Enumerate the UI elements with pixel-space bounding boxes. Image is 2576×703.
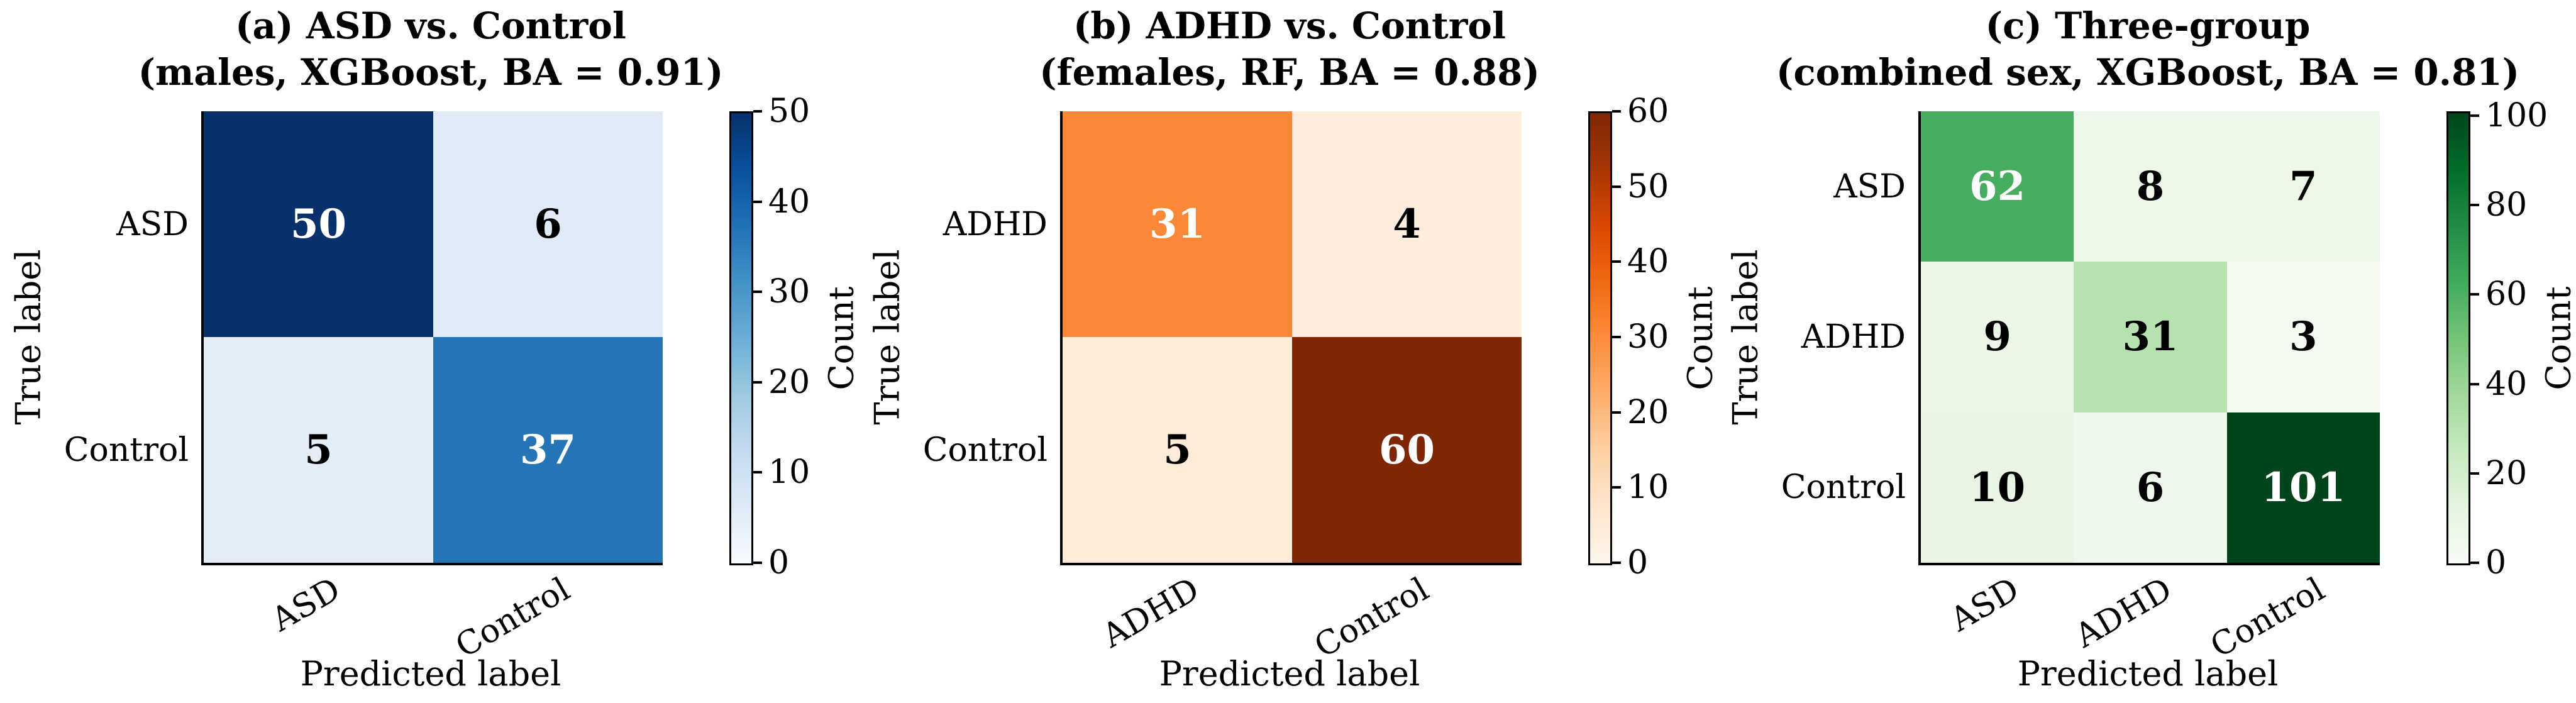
colorbar-tick-mark xyxy=(753,110,762,113)
matrix-cell: 9 xyxy=(1921,262,2074,412)
colorbar-tick-mark xyxy=(2470,472,2479,475)
matrix-cell: 5 xyxy=(204,337,433,563)
colorbar-tick-label: 0 xyxy=(768,544,790,582)
colorbar-tick-label: 0 xyxy=(1627,544,1649,582)
colorbar xyxy=(729,111,753,565)
colorbar-tick-label: 30 xyxy=(768,273,810,311)
colorbar-tick-mark xyxy=(1612,336,1621,338)
panel-title: (a) ASD vs. Control (males, XGBoost, BA … xyxy=(0,3,861,96)
colorbar-tick-mark xyxy=(2470,382,2479,385)
matrix-cell: 8 xyxy=(2074,111,2227,262)
colorbar-tick-mark xyxy=(753,200,762,203)
y-tick-label: Control xyxy=(922,431,1048,469)
panel-title-line2: (males, XGBoost, BA = 0.91) xyxy=(138,51,724,94)
colorbar-tick-label: 100 xyxy=(2485,97,2548,135)
colorbar-tick-mark xyxy=(1612,486,1621,489)
colorbar-tick-mark xyxy=(753,562,762,564)
panel-asd-vs-control: (a) ASD vs. Control (males, XGBoost, BA … xyxy=(0,0,861,703)
panel-title-line1: (c) Three-group xyxy=(1985,4,2311,47)
colorbar-tick-label: 10 xyxy=(1627,468,1669,507)
colorbar-tick-label: 40 xyxy=(1627,243,1669,281)
colorbar-tick-mark xyxy=(1612,411,1621,414)
matrix-cell: 31 xyxy=(2074,262,2227,412)
confusion-matrix: 62 8 7 9 31 3 10 6 101 xyxy=(1918,111,2380,565)
y-axis-label: True label xyxy=(867,249,907,425)
matrix-cell: 31 xyxy=(1063,111,1292,337)
panel-title-line1: (b) ADHD vs. Control xyxy=(1073,4,1506,47)
confusion-matrix: 50 6 5 37 xyxy=(201,111,663,565)
y-tick-label: ASD xyxy=(116,205,189,243)
colorbar-tick-mark xyxy=(2470,562,2479,564)
colorbar-tick-label: 20 xyxy=(1627,393,1669,431)
panel-title-line2: (females, RF, BA = 0.88) xyxy=(1039,51,1540,94)
colorbar-tick-label: 10 xyxy=(768,453,810,492)
panel-adhd-vs-control: (b) ADHD vs. Control (females, RF, BA = … xyxy=(859,0,1720,703)
colorbar-tick-mark xyxy=(2470,204,2479,207)
y-tick-label: ADHD xyxy=(1801,318,1906,356)
colorbar-tick-mark xyxy=(753,471,762,474)
x-axis-label: Predicted label xyxy=(2017,654,2279,694)
colorbar xyxy=(1588,111,1612,565)
y-tick-label: ASD xyxy=(1833,167,1906,206)
colorbar-tick-label: 20 xyxy=(768,363,810,401)
colorbar-tick-mark xyxy=(1612,110,1621,113)
panel-title-line2: (combined sex, XGBoost, BA = 0.81) xyxy=(1776,51,2520,94)
colorbar-tick-label: 50 xyxy=(768,92,810,130)
x-axis-label: Predicted label xyxy=(300,654,561,694)
colorbar-tick-label: 30 xyxy=(1627,318,1669,356)
matrix-cell: 4 xyxy=(1292,111,1522,337)
colorbar-tick-mark xyxy=(753,380,762,384)
colorbar xyxy=(2446,111,2470,565)
colorbar-tick-label: 40 xyxy=(768,182,810,221)
matrix-cell: 10 xyxy=(1921,412,2074,563)
colorbar-tick-mark xyxy=(753,291,762,294)
panel-title-line1: (a) ASD vs. Control xyxy=(235,4,626,47)
colorbar-tick-label: 60 xyxy=(1627,92,1669,130)
matrix-cell: 50 xyxy=(204,111,433,337)
matrix-cell: 37 xyxy=(433,337,663,563)
matrix-cell: 101 xyxy=(2226,412,2380,563)
colorbar-label: Count xyxy=(1680,286,1720,390)
colorbar-tick-label: 0 xyxy=(2485,544,2507,582)
colorbar-label: Count xyxy=(821,286,861,390)
colorbar-tick-label: 40 xyxy=(2485,365,2528,403)
colorbar-tick-mark xyxy=(1612,260,1621,263)
matrix-cell: 6 xyxy=(433,111,663,337)
matrix-cell: 62 xyxy=(1921,111,2074,262)
colorbar-tick-label: 50 xyxy=(1627,167,1669,206)
y-axis-label: True label xyxy=(8,249,48,425)
panel-three-group: (c) Three-group (combined sex, XGBoost, … xyxy=(1717,0,2576,703)
matrix-cell: 5 xyxy=(1063,337,1292,563)
matrix-cell: 60 xyxy=(1292,337,1522,563)
colorbar-tick-label: 60 xyxy=(2485,275,2528,314)
confusion-matrix: 31 4 5 60 xyxy=(1060,111,1522,565)
colorbar-tick-mark xyxy=(2470,114,2479,118)
x-axis-label: Predicted label xyxy=(1159,654,1420,694)
colorbar-tick-mark xyxy=(2470,293,2479,296)
panel-title: (b) ADHD vs. Control (females, RF, BA = … xyxy=(859,3,1720,96)
colorbar-tick-mark xyxy=(1612,185,1621,188)
matrix-cell: 6 xyxy=(2074,412,2227,563)
matrix-cell: 7 xyxy=(2226,111,2380,262)
colorbar-tick-label: 20 xyxy=(2485,454,2528,492)
y-tick-label: Control xyxy=(1781,468,1906,507)
y-tick-label: Control xyxy=(64,431,189,469)
colorbar-label: Count xyxy=(2538,286,2576,390)
colorbar-tick-label: 80 xyxy=(2485,186,2528,224)
panel-title: (c) Three-group (combined sex, XGBoost, … xyxy=(1717,3,2576,96)
matrix-cell: 3 xyxy=(2226,262,2380,412)
y-tick-label: ADHD xyxy=(943,205,1048,243)
colorbar-tick-mark xyxy=(1612,562,1621,564)
